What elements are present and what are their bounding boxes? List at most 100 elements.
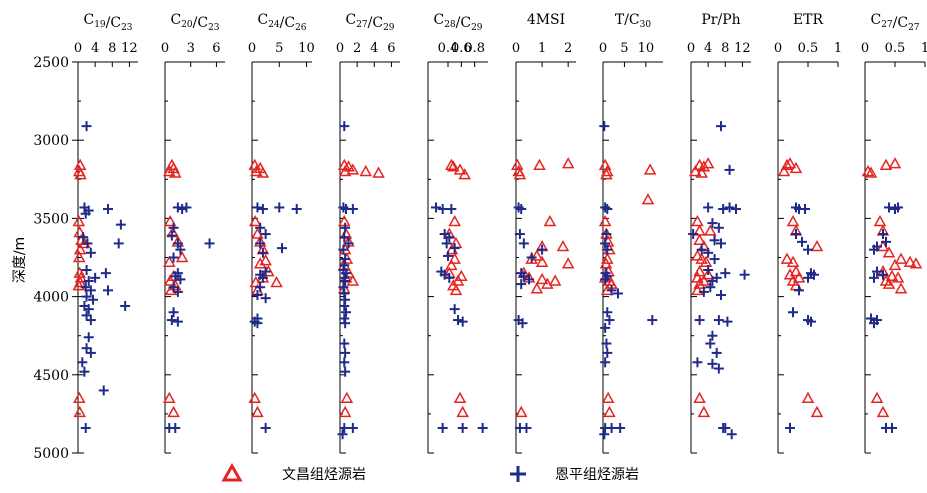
data-point-wenchang [894,252,908,264]
data-point-wenchang [704,224,717,236]
data-point-wenchang [864,166,878,178]
data-point-enping [100,268,111,279]
data-point-wenchang [599,257,613,269]
data-point-wenchang [561,157,575,169]
data-point-enping [477,422,488,433]
data-point-enping [340,366,351,377]
x-tick-label: 3 [187,41,195,56]
data-point-enping [81,121,92,132]
data-point-wenchang [163,255,176,267]
data-point-wenchang [513,168,527,180]
panel-title-part: C [257,12,268,28]
data-point-wenchang [695,166,708,178]
data-point-wenchang [789,265,803,277]
panel-title-subscript: 29 [471,23,483,33]
y-tick-label: 4000 [33,290,69,306]
data-point-enping [707,358,718,369]
data-point-enping [800,204,810,215]
x-tick-label: 8 [721,41,729,56]
data-point-enping [113,238,124,249]
data-point-enping [85,247,96,258]
data-point-wenchang [601,391,615,404]
data-point-enping [785,422,795,433]
panel-title: C24/C26 [257,12,306,33]
data-point-enping [103,285,113,296]
panel-title-subscript: 27 [356,20,368,30]
data-point-enping [806,316,816,327]
data-point-enping [172,286,183,297]
data-point-enping [606,285,617,296]
data-point-enping [252,290,263,301]
panel-title-part: 4MSI [527,12,565,28]
x-tick-label: 0 [74,41,82,56]
data-point-wenchang [894,282,908,294]
data-point-wenchang [885,269,899,282]
data-point-wenchang [256,166,270,178]
data-point-wenchang [543,214,557,227]
data-point-enping [872,266,882,277]
data-point-wenchang [338,405,352,418]
data-point-wenchang [458,168,471,180]
data-point-wenchang [453,391,467,404]
data-point-enping [347,422,358,433]
data-point-enping [274,202,285,213]
x-tick-label: 0.8 [464,41,485,56]
data-point-enping [168,307,179,318]
data-point-enping [809,269,819,280]
legend-label-enping: 恩平组烃源岩 [555,467,639,483]
panel-title-part: C [83,12,94,28]
data-point-wenchang [533,158,546,170]
data-point-enping [688,229,699,240]
data-point-wenchang [601,164,614,177]
data-point-wenchang [909,257,923,269]
data-point-enping [341,307,351,318]
data-point-enping [602,347,613,358]
data-point-enping [172,316,183,327]
data-point-enping [340,275,351,286]
data-point-enping [83,332,94,343]
data-point-wenchang [701,157,715,169]
data-point-enping [166,230,177,241]
panel-title: 4MSI [527,12,565,28]
data-point-wenchang [693,233,706,246]
panel-title-part: C [870,12,881,28]
x-tick-label: 5 [620,41,628,56]
data-point-wenchang [783,268,797,280]
data-point-wenchang [72,214,86,227]
data-point-enping [443,250,453,261]
panel-title-part: /C [106,15,121,31]
data-point-wenchang [248,391,262,404]
x-tick-label: 1 [834,41,842,56]
x-tick-label: 0.4 [438,41,459,56]
data-point-wenchang [699,255,713,267]
data-point-wenchang [530,282,544,294]
data-point-enping [600,202,611,213]
data-point-wenchang [598,214,612,227]
data-point-enping [77,357,88,368]
data-point-enping [716,238,726,249]
data-point-enping [82,238,93,249]
data-point-enping [599,121,610,132]
x-tick-label: 2 [564,41,572,56]
data-point-enping [518,271,529,282]
panel-title-subscript: 28 [444,20,456,30]
panel-8: 0 4 8 12 Pr/Ph [687,12,751,454]
data-point-wenchang [525,252,538,264]
panel-title: C27/C29 [345,12,394,33]
data-point-enping [339,422,350,433]
data-point-enping [599,429,610,440]
panel-title-subscript: 20 [181,20,193,30]
panel-title: C20/C23 [170,12,219,33]
data-point-enping [260,266,271,277]
data-point-enping [869,272,879,283]
y-axis: 2500 3000 3500 4000 4500 5000 [33,55,78,462]
y-tick-label: 4500 [33,368,69,384]
data-point-wenchang [259,254,272,266]
data-point-enping [514,229,525,240]
x-tick-label: 0 [336,41,344,56]
data-point-enping [181,202,192,213]
data-point-wenchang [338,164,352,177]
data-point-enping [343,238,354,249]
